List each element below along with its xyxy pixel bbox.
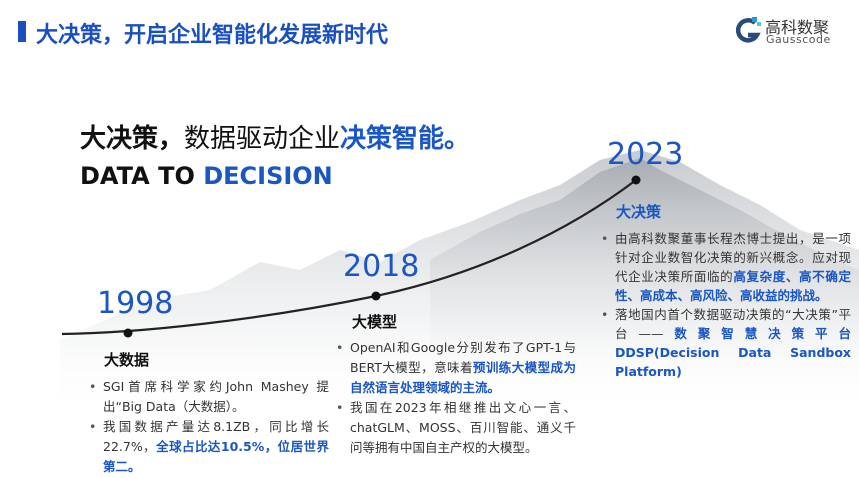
bullet-text: 我国数据产量达8.1ZB，同比增长22.7%， bbox=[103, 419, 329, 454]
headline-part2: 数据驱动企业 bbox=[184, 124, 341, 154]
bullet-text: 由高科数聚董事长程杰博士提出，是一项针对企业数智化决策的新兴概念。应对现代企业决… bbox=[615, 231, 851, 284]
bullet-item: 我国在2023年相继推出文心一言、chatGLM、MOSS、百川智能、通义千问等… bbox=[336, 398, 576, 458]
headline-highlight: 决策智能。 bbox=[340, 124, 471, 154]
year-2023: 2023 bbox=[607, 137, 684, 172]
bullet-text: 我国在2023年相继推出文心一言、chatGLM、MOSS、百川智能、通义千问等… bbox=[350, 400, 576, 455]
timeline-dot-2023 bbox=[631, 175, 641, 185]
bullet-item: OpenAI和Google分别发布了GPT-1与BERT大模型，意味着预训练大模… bbox=[336, 338, 576, 398]
highlight-text: 数聚智慧决策平台DDSP(Decision Data Sandbox Platf… bbox=[615, 326, 851, 379]
tagline-highlight: DECISION bbox=[203, 162, 333, 190]
section-title-big-model: 大模型 bbox=[352, 313, 398, 331]
gausscode-logo-icon bbox=[735, 17, 761, 43]
title-accent-bar bbox=[18, 21, 26, 42]
section-title-big-data: 大数据 bbox=[104, 351, 150, 369]
highlight-text: 预训练大模型成为自然语言处理领域的主流。 bbox=[350, 360, 576, 395]
slide-title: 大决策，开启企业智能化发展新时代 bbox=[36, 23, 389, 48]
tagline-part1: DATA TO bbox=[80, 162, 204, 190]
bullet-text: 落地国内首个数据驱动决策的“大决策”平台—— bbox=[615, 307, 851, 341]
bullets-big-decision: 由高科数聚董事长程杰博士提出，是一项针对企业数智化决策的新兴概念。应对现代企业决… bbox=[601, 229, 851, 381]
bullets-big-data: SGI首席科学家约John Mashey 提出“Big Data（大数据）。我国… bbox=[89, 377, 329, 477]
headline: 大决策，数据驱动企业决策智能。 bbox=[80, 118, 470, 155]
tagline: DATA TO DECISION bbox=[80, 162, 333, 190]
bullet-item: 由高科数聚董事长程杰博士提出，是一项针对企业数智化决策的新兴概念。应对现代企业决… bbox=[601, 229, 851, 305]
bullet-text: SGI首席科学家约John Mashey 提出“Big Data（大数据）。 bbox=[103, 379, 329, 414]
highlight-text: 全球占比达10.5%，位居世界第二。 bbox=[103, 439, 329, 474]
bullet-item: 落地国内首个数据驱动决策的“大决策”平台——数聚智慧决策平台DDSP(Decis… bbox=[601, 305, 851, 381]
bullet-text: OpenAI和Google分别发布了GPT-1与BERT大模型，意味着 bbox=[350, 340, 576, 375]
section-title-big-decision: 大决策 bbox=[616, 203, 662, 221]
company-logo: 高科数聚 Gausscode bbox=[735, 15, 855, 47]
bullet-item: 我国数据产量达8.1ZB，同比增长22.7%，全球占比达10.5%，位居世界第二… bbox=[89, 417, 329, 477]
headline-part1: 大决策， bbox=[80, 124, 185, 154]
logo-text-en: Gausscode bbox=[766, 33, 831, 46]
year-2018: 2018 bbox=[343, 249, 420, 284]
bullets-big-model: OpenAI和Google分别发布了GPT-1与BERT大模型，意味着预训练大模… bbox=[336, 338, 576, 458]
timeline-dot-1998 bbox=[123, 328, 133, 338]
bullet-item: SGI首席科学家约John Mashey 提出“Big Data（大数据）。 bbox=[89, 377, 329, 417]
highlight-text: 高复杂度、高不确定性、高成本、高风险、高收益的挑战。 bbox=[615, 269, 851, 303]
logo-text-cn: 高科数聚 bbox=[765, 18, 830, 37]
timeline-dot-2018 bbox=[371, 291, 381, 301]
year-1998: 1998 bbox=[97, 286, 174, 321]
